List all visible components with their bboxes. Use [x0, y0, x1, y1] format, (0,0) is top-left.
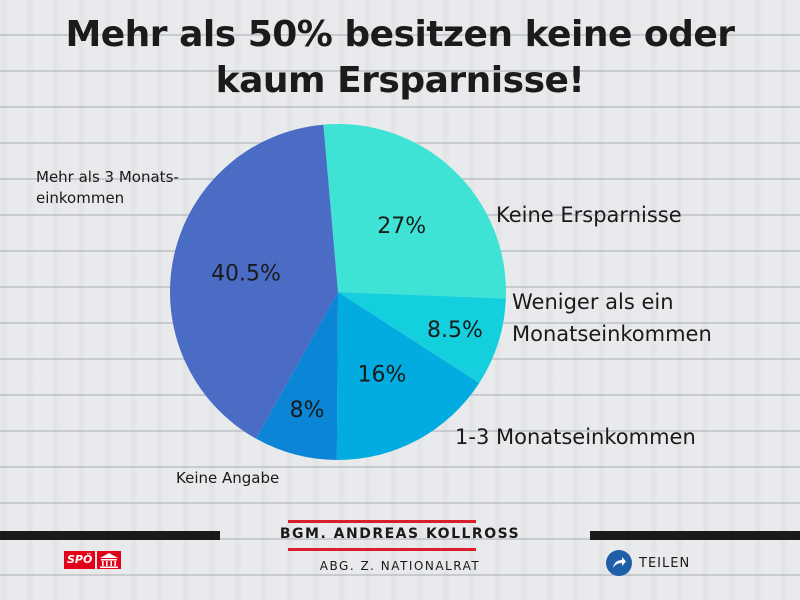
share-button[interactable]: TEILEN [606, 550, 690, 576]
parliament-icon [97, 551, 122, 569]
slice-value-label: 40.5% [211, 261, 281, 286]
pie-slice [169, 124, 338, 439]
spoe-logo[interactable]: SPÖ [64, 551, 122, 569]
slice-value-label: 16% [357, 362, 406, 387]
slice-category-label: Mehr als 3 Monats-einkommen [36, 168, 179, 207]
pie-slice [256, 292, 338, 460]
pie-slice [323, 123, 506, 299]
slice-value-label: 8% [290, 398, 325, 423]
name-bottom-bar [288, 548, 476, 551]
footer-role: ABG. Z. NATIONALRAT [319, 559, 481, 573]
pie-slice [336, 292, 480, 460]
share-arrow-icon [606, 550, 632, 576]
chart-title: Mehr als 50% besitzen keine oder kaum Er… [0, 12, 800, 104]
pie-category-labels: Keine Ersparnisse Weniger als ein Monatsei… [36, 168, 712, 487]
slice-category-label: Weniger als ein Monatseinkommen [512, 290, 712, 346]
pie-slices [169, 123, 506, 460]
footer-left-rule [0, 531, 220, 540]
slice-value-label: 8.5% [427, 318, 483, 343]
slice-category-label: 1-3 Monatseinkommen [455, 425, 696, 449]
footer-name: BGM. ANDREAS KOLLROSS [279, 526, 521, 542]
footer-right-rule [590, 531, 800, 540]
pie-slice [338, 292, 506, 384]
name-top-bar [288, 520, 476, 523]
chart-title-line-2: kaum Ersparnisse! [215, 60, 585, 101]
slice-value-label: 27% [377, 214, 426, 239]
slice-category-label: Keine Angabe [176, 469, 279, 487]
chart-title-line-1: Mehr als 50% besitzen keine oder [65, 14, 735, 55]
slice-category-label: Keine Ersparnisse [496, 203, 682, 227]
pie-value-labels: 27% 8.5% 16% 8% 40.5% [211, 214, 483, 423]
share-label: TEILEN [639, 555, 691, 571]
logo-text: SPÖ [64, 551, 96, 569]
